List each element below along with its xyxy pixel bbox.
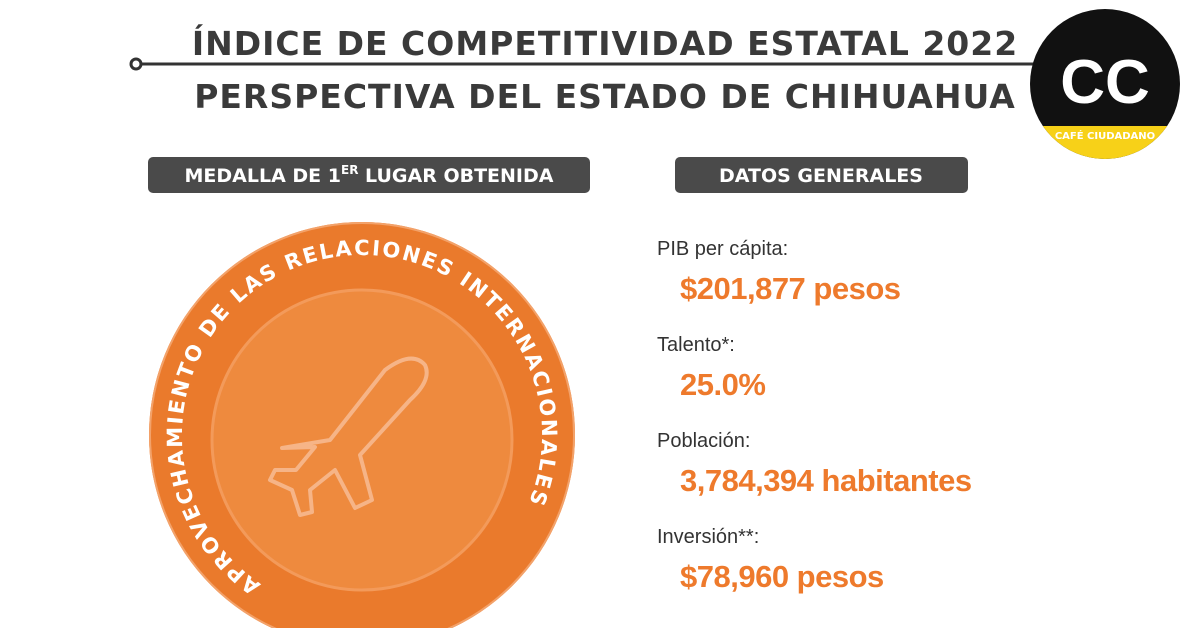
data-label: Población:: [657, 430, 750, 452]
data-label: PIB per cápita:: [657, 238, 788, 260]
heading-part: LUGAR OBTENIDA: [358, 165, 553, 187]
title-line-2: PERSPECTIVA DEL ESTADO DE CHIHUAHUA: [194, 77, 1016, 116]
title-line-1: ÍNDICE DE COMPETITIVIDAD ESTATAL 2022: [192, 23, 1018, 63]
header-rule-dot: [129, 57, 143, 71]
medal-heading-pill: [148, 157, 590, 193]
data-value: 3,784,394 habitantes: [680, 463, 972, 498]
medal-inner: [210, 288, 514, 592]
data-value: $201,877 pesos: [680, 271, 901, 306]
data-value: 25.0%: [680, 367, 765, 402]
data-value: $78,960 pesos: [680, 559, 884, 594]
heading-part: MEDALLA DE 1: [185, 165, 341, 187]
medal-edge: [149, 222, 575, 628]
data-heading-pill: [675, 157, 968, 193]
logo-letters: CC: [1060, 48, 1150, 117]
data-items: PIB per cápita: $201,877 pesos Talento*: 25…: [657, 238, 972, 594]
data-label: Talento*:: [657, 334, 735, 356]
heading-superscript: ER: [341, 163, 358, 177]
medal-heading: MEDALLA DE 1ER LUGAR OBTENIDA: [185, 163, 554, 187]
data-heading: DATOS GENERALES: [719, 165, 923, 187]
plane-icon: [268, 356, 429, 517]
logo-tagline: CAFÉ CIUDADANO: [1055, 129, 1155, 142]
data-label: Inversión**:: [657, 526, 759, 548]
